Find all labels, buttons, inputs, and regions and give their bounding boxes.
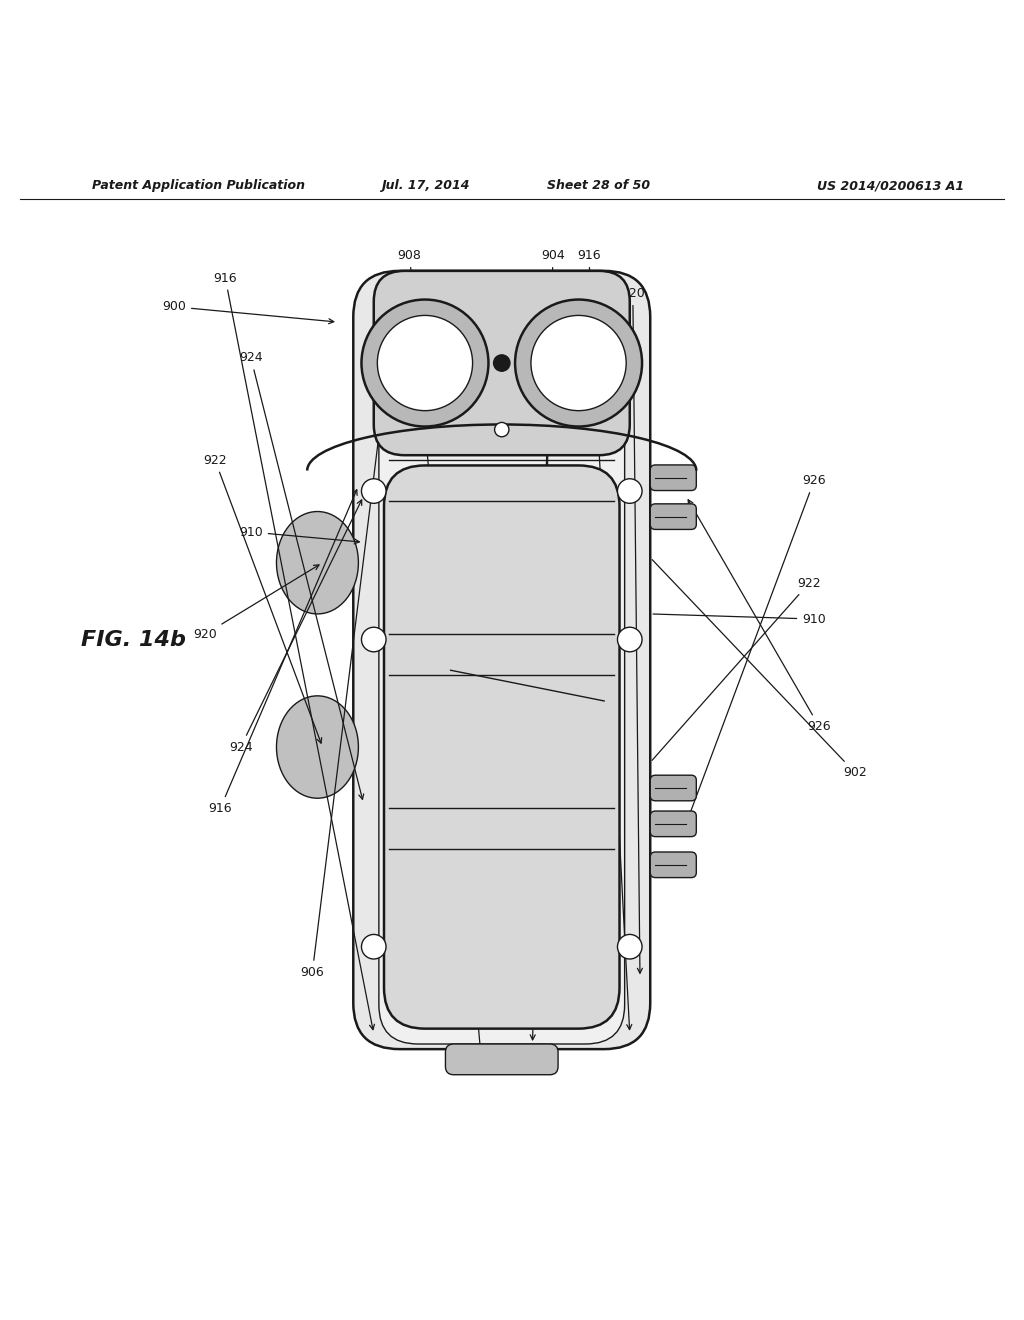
FancyBboxPatch shape <box>374 271 630 455</box>
FancyBboxPatch shape <box>445 1044 558 1074</box>
Text: 908: 908 <box>397 249 483 1055</box>
Circle shape <box>530 315 626 411</box>
FancyBboxPatch shape <box>650 775 696 801</box>
Text: 910: 910 <box>653 612 826 626</box>
Text: Jul. 17, 2014: Jul. 17, 2014 <box>381 180 469 193</box>
Text: 902: 902 <box>652 560 867 779</box>
Text: 922: 922 <box>652 577 821 760</box>
Circle shape <box>617 479 642 503</box>
Text: FIG. 14b: FIG. 14b <box>81 630 185 649</box>
Text: 910: 910 <box>239 525 359 544</box>
Text: 900: 900 <box>162 300 334 323</box>
Text: Sheet 28 of 50: Sheet 28 of 50 <box>548 180 650 193</box>
Ellipse shape <box>276 696 358 799</box>
Circle shape <box>361 627 386 652</box>
Circle shape <box>377 315 472 411</box>
FancyBboxPatch shape <box>650 810 696 837</box>
FancyBboxPatch shape <box>650 465 696 491</box>
Text: 922: 922 <box>203 454 322 743</box>
Circle shape <box>361 300 488 426</box>
FancyBboxPatch shape <box>650 851 696 878</box>
Circle shape <box>617 627 642 652</box>
Circle shape <box>494 355 510 371</box>
Text: 912: 912 <box>515 285 555 999</box>
Text: 920: 920 <box>621 286 645 973</box>
Text: Patent Application Publication: Patent Application Publication <box>92 180 305 193</box>
FancyBboxPatch shape <box>384 466 620 1028</box>
FancyBboxPatch shape <box>650 504 696 529</box>
Text: US 2014/0200613 A1: US 2014/0200613 A1 <box>817 180 965 193</box>
Text: 904: 904 <box>530 249 565 1040</box>
Text: 926: 926 <box>688 500 831 733</box>
FancyBboxPatch shape <box>353 271 650 1049</box>
Text: 916: 916 <box>213 272 375 1030</box>
Text: 924: 924 <box>228 500 361 754</box>
Circle shape <box>617 935 642 960</box>
Circle shape <box>495 422 509 437</box>
Circle shape <box>515 300 642 426</box>
Text: 926: 926 <box>687 474 826 820</box>
Circle shape <box>361 479 386 503</box>
Circle shape <box>361 935 386 960</box>
Text: 916: 916 <box>208 490 357 814</box>
Text: 920: 920 <box>193 565 319 642</box>
Text: 916: 916 <box>577 249 632 1030</box>
FancyBboxPatch shape <box>379 276 625 1044</box>
Text: 924: 924 <box>239 351 364 800</box>
Ellipse shape <box>276 512 358 614</box>
Text: 906: 906 <box>300 315 395 979</box>
